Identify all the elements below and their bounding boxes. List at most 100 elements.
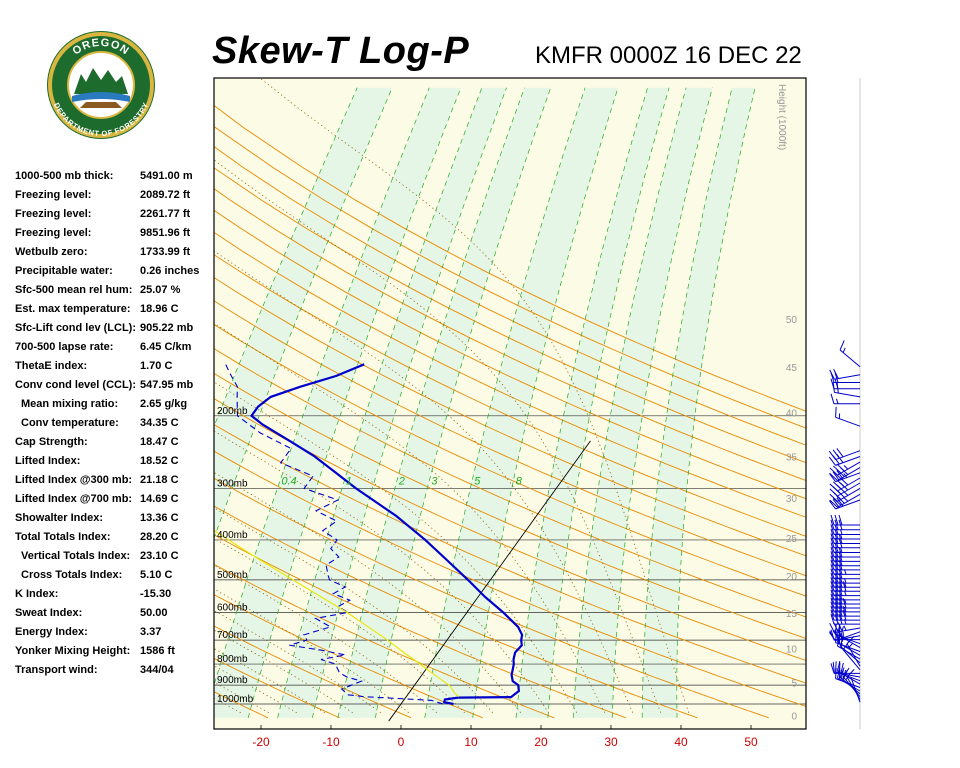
barb-feather — [830, 551, 835, 562]
index-row: Cap Strength: 18.47 C — [15, 434, 215, 453]
barb-staff — [839, 349, 861, 368]
height-label: 0 — [791, 711, 797, 722]
pressure-label: 800mb — [217, 654, 248, 665]
dry-adiabat — [214, 424, 806, 684]
dry-adiabat — [214, 300, 806, 577]
index-row: ThetaE index: 1.70 C — [15, 358, 215, 377]
x-tick-label: 0 — [398, 735, 405, 749]
wind-barb — [830, 663, 860, 674]
x-tick-label: 50 — [744, 735, 758, 749]
wind-barb — [828, 497, 861, 510]
moist-adiabat — [214, 381, 578, 713]
pressure-label: 600mb — [217, 603, 248, 614]
mixing-ratio-label: 5 — [474, 475, 481, 487]
index-label: Yonker Mixing Height: — [15, 645, 131, 657]
height-label: 50 — [786, 315, 798, 326]
mixing-ratio-line — [312, 87, 507, 718]
barb-feather — [830, 581, 835, 592]
index-value: 1586 ft — [140, 645, 175, 657]
index-label: 700-500 lapse rate: — [15, 341, 114, 353]
axis-labels: -20 -10 0 10 20 30 40 501000mb900mb800mb700mb60… — [217, 84, 797, 749]
barb-feather — [838, 568, 843, 579]
barb-feather — [829, 473, 838, 481]
wind-barb — [830, 393, 860, 405]
index-value: 18.47 C — [140, 436, 179, 448]
index-row: Mean mixing ratio: 2.65 g/kg — [15, 396, 215, 415]
dry-adiabat — [214, 534, 626, 719]
barb-feather — [839, 340, 845, 351]
barb-feather — [838, 662, 841, 674]
index-value: 905.22 mb — [140, 322, 194, 334]
barb-staff — [837, 477, 861, 492]
barb-feather — [829, 622, 835, 633]
index-value: 25.07 % — [140, 284, 181, 296]
barb-half-feather — [843, 465, 849, 470]
mixing-ratio-line — [247, 87, 462, 718]
barb-half-feather — [840, 547, 843, 553]
index-row: Freezing level: 9851.96 ft — [15, 225, 215, 244]
barb-feather — [832, 471, 840, 481]
barb-feather — [836, 635, 841, 647]
wind-barb — [830, 593, 860, 605]
pressure-label: 900mb — [217, 675, 248, 686]
barb-feather — [833, 465, 842, 474]
barb-feather — [830, 528, 835, 540]
barb-feather — [829, 483, 838, 492]
barb-feather — [833, 481, 842, 490]
wind-barb — [832, 381, 861, 398]
barb-feather — [834, 372, 839, 383]
barb-feather — [832, 498, 840, 508]
index-value: 34.35 C — [140, 417, 179, 429]
barb-feather — [830, 555, 835, 566]
index-row: Freezing level: 2089.72 ft — [15, 187, 215, 206]
barb-feather — [830, 577, 835, 588]
pressure-label: 700mb — [217, 630, 248, 641]
x-tick-label: 30 — [604, 735, 618, 749]
mixing-ratio-line — [547, 87, 670, 718]
mixing-ratio-line — [676, 87, 756, 718]
station-time-label: KMFR 0000Z 16 DEC 22 — [535, 42, 802, 69]
index-value: 547.95 mb — [140, 379, 194, 391]
barb-feather — [830, 546, 835, 558]
barb-feather — [839, 667, 845, 678]
index-label: Mean mixing ratio: — [21, 398, 119, 410]
barb-feather — [832, 449, 840, 459]
index-label: Energy Index: — [15, 626, 88, 638]
barb-feather — [828, 473, 836, 482]
height-axis-title: Height (1000ft) — [776, 84, 787, 150]
barb-feather — [834, 514, 839, 526]
grid-lines — [214, 78, 806, 722]
wind-barb — [830, 514, 860, 526]
mixing-ratio-label: 2 — [398, 475, 405, 487]
barb-feather — [830, 537, 835, 548]
index-row: Conv cond level (CCL): 547.95 mb — [15, 377, 215, 396]
barb-half-feather — [843, 491, 849, 496]
x-tick-label: 20 — [534, 735, 548, 749]
index-row: Total Totals Index: 28.20 C — [15, 529, 215, 548]
wind-barbs — [828, 340, 861, 703]
barb-feather — [830, 572, 835, 584]
index-label: Conv temperature: — [21, 417, 119, 429]
dewpoint-trace — [225, 364, 444, 705]
barb-staff — [835, 450, 861, 461]
barb-half-feather — [842, 676, 844, 682]
index-label: Cap Strength: — [15, 436, 88, 448]
barb-feather — [828, 450, 836, 460]
wind-barb — [828, 470, 861, 483]
height-label: 20 — [786, 572, 798, 583]
index-label: Lifted Index @700 mb: — [15, 493, 133, 505]
index-row: Lifted Index @300 mb: 21.18 C — [15, 472, 215, 491]
index-label: Sweat Index: — [15, 607, 83, 619]
mixing-band — [424, 87, 618, 718]
wind-barb — [839, 340, 861, 368]
freezing-isotherm — [388, 440, 591, 722]
index-row: Sfc-Lift cond lev (LCL): 905.22 mb — [15, 320, 215, 339]
barb-staff — [835, 678, 861, 688]
dry-adiabat — [214, 563, 555, 719]
index-row: Cross Totals Index: 5.10 C — [15, 567, 215, 586]
index-label: Est. max temperature: — [15, 303, 131, 315]
index-value: 21.18 C — [140, 474, 179, 486]
wind-barb — [829, 461, 861, 476]
mixing-ratio-label: 1 — [346, 475, 352, 487]
